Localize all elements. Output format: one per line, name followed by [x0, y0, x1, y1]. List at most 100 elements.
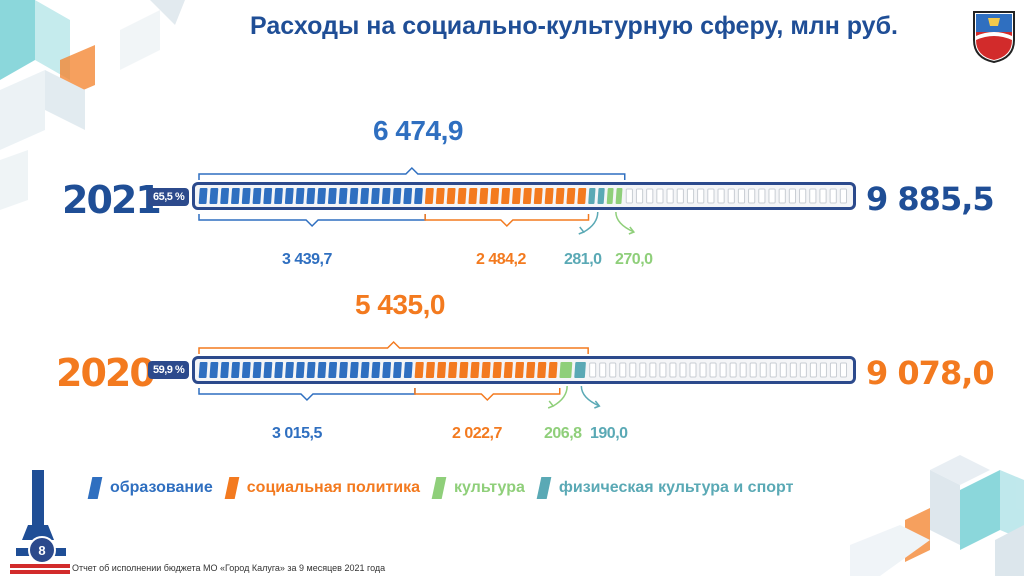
bar-cell-education [284, 188, 294, 204]
bar-cell-education [252, 362, 262, 378]
bar-cell-remaining [799, 188, 807, 204]
bar-cell-education [263, 362, 273, 378]
bar-cell-education [252, 188, 262, 204]
bar-cell-education [371, 188, 380, 204]
legend-item-culture: культура [431, 477, 525, 499]
bar-cell-remaining [599, 362, 607, 378]
legend-item-sport: физическая культура и спорт [536, 477, 794, 499]
bar-segments [198, 362, 848, 378]
bar-cell-education [414, 188, 423, 204]
bar-cell-education [403, 188, 413, 204]
bar-cell-social [555, 188, 565, 204]
bar-cell-remaining [768, 188, 776, 204]
page-number: 8 [38, 543, 45, 558]
bar-cell-education [338, 188, 348, 204]
share-badge-2020: 59,9 % [148, 361, 190, 379]
bar-cell-remaining [609, 362, 617, 378]
bar-cell-remaining [639, 362, 647, 378]
education-label-2021: 3 439,7 [282, 251, 332, 268]
education-label-2020: 3 015,5 [272, 425, 322, 442]
bar-cell-education [392, 188, 402, 204]
bar-cell-education [317, 362, 327, 378]
bar-cell-education [339, 362, 348, 378]
bar-cell-remaining [709, 362, 717, 378]
bar-cell-education [231, 362, 240, 378]
bar-cell-social [481, 362, 491, 378]
bar-cell-remaining [789, 362, 797, 378]
bar-cell-social [512, 188, 521, 204]
legend-swatch-sport [536, 477, 552, 499]
bar-cell-remaining [809, 362, 817, 378]
bar-2021 [192, 182, 856, 210]
bar-cell-remaining [659, 362, 667, 378]
bar-cell-social [537, 362, 547, 378]
bar-cell-education [231, 188, 240, 204]
bar-cell-remaining [679, 362, 687, 378]
bar-cell-education [349, 362, 359, 378]
bar-cell-remaining [666, 188, 674, 204]
bar-cell-social [468, 188, 478, 204]
bar-cell-remaining [729, 362, 737, 378]
bar-cell-education [382, 362, 392, 378]
arrow-sport [580, 385, 600, 407]
bar-cell-education [371, 362, 381, 378]
bar-cell-social [470, 362, 480, 378]
year-2020: 2020 [56, 351, 156, 395]
bar-cell-education [241, 188, 251, 204]
bar-2020 [192, 356, 856, 384]
legend-swatch-culture [431, 477, 447, 499]
share-badge-2021: 65,5 % [148, 188, 190, 206]
bar-cell-social [577, 188, 587, 204]
bar-cell-sport [588, 188, 596, 204]
arrow-sport [583, 211, 599, 233]
bar-cell-education [285, 362, 294, 378]
bar-cell-social [479, 188, 489, 204]
bar-cell-social [548, 362, 558, 378]
bar-cell-social [457, 188, 467, 204]
page-number-badge: 8 [28, 536, 56, 564]
legend-label: социальная политика [246, 479, 420, 496]
brace-education [198, 388, 416, 402]
bar-cell-education [381, 188, 391, 204]
bar-cell-remaining [625, 188, 633, 204]
bar-cell-remaining [799, 362, 807, 378]
bar-cell-remaining [656, 188, 664, 204]
arrow-culture [552, 385, 568, 407]
social-label-2020: 2 022,7 [452, 425, 502, 442]
bar-cell-remaining [619, 362, 627, 378]
bar-cell-remaining [759, 362, 767, 378]
bar-cell-education [360, 188, 370, 204]
bar-cell-social [448, 362, 458, 378]
bar-cell-education [306, 188, 316, 204]
legend-item-social: социальная политика [224, 477, 420, 499]
bar-cell-education [263, 188, 273, 204]
bar-cell-sport [574, 362, 586, 378]
bar-cell-remaining [739, 362, 747, 378]
page-title: Расходы на социально-культурную сферу, м… [250, 12, 898, 40]
brace-social [424, 214, 590, 228]
bar-cell-remaining [589, 362, 597, 378]
bar-cell-social [446, 188, 456, 204]
bar-cell-social [435, 188, 445, 204]
bar-cell-education [295, 362, 305, 378]
bar-cell-social [526, 362, 536, 378]
arrowhead-culture [547, 400, 555, 409]
bar-cell-culture [615, 188, 623, 204]
bar-cell-education [360, 362, 370, 378]
bar-cell-education [209, 362, 219, 378]
legend-swatch-education [87, 477, 103, 499]
bar-cell-remaining [717, 188, 725, 204]
sum-label-2021: 6 474,9 [373, 115, 463, 146]
bar-cell-education [393, 362, 402, 378]
bar-segments [198, 188, 848, 204]
bar-cell-remaining [649, 362, 657, 378]
bar-cell-remaining [697, 188, 705, 204]
bar-cell-remaining [758, 188, 766, 204]
bar-cell-remaining [829, 362, 837, 378]
bar-cell-remaining [689, 362, 697, 378]
brace-sum [198, 166, 626, 180]
bar-cell-remaining [809, 188, 817, 204]
bar-cell-social [436, 362, 447, 378]
legend-label: физическая культура и спорт [558, 479, 794, 496]
